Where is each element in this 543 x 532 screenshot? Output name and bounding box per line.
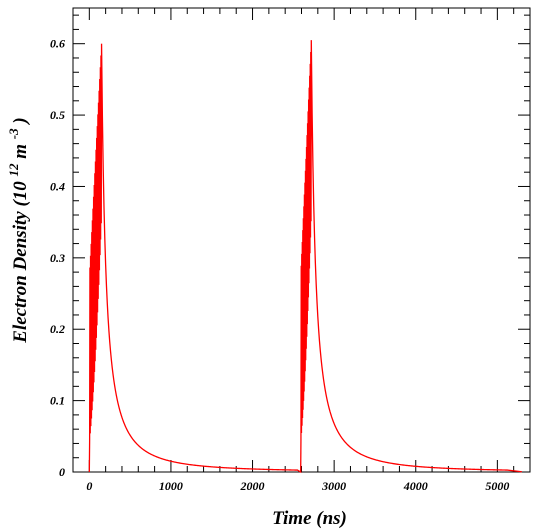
y-tick-label: 0.2 [50, 322, 65, 336]
axis-tick-labels: 0 1000 2000 3000 4000 5000 0 0.1 0.2 0.3 0.4 0.5 0.6 [50, 37, 509, 493]
x-tick-label: 5000 [485, 479, 509, 493]
x-tick-label: 2000 [240, 479, 265, 493]
x-tick-label: 0 [86, 479, 92, 493]
y-tick-label: 0.6 [50, 37, 65, 51]
y-axis-title-exp2: -3 [6, 128, 21, 139]
y-axis-title: Electron Density (10 12 m -3 ) [2, 117, 31, 343]
y-tick-label: 0.1 [50, 394, 65, 408]
y-tick-label: 0.4 [50, 179, 65, 193]
series-line [88, 40, 522, 474]
series-group [88, 40, 522, 474]
x-tick-label: 3000 [321, 479, 346, 493]
y-axis-title-close: ) [10, 117, 31, 125]
y-axis-title-unit: m [10, 144, 31, 159]
x-tick-label: 4000 [403, 479, 428, 493]
x-tick-label: 1000 [159, 479, 183, 493]
y-tick-label: 0.5 [50, 108, 65, 122]
y-axis-title-exp1: 12 [6, 163, 21, 177]
x-axis-title: Time (ns) [272, 508, 347, 529]
y-axis-title-main: Electron Density (10 [10, 181, 31, 344]
axis-ticks [72, 8, 531, 473]
y-tick-label: 0.3 [50, 251, 65, 265]
y-tick-label: 0 [59, 465, 65, 479]
